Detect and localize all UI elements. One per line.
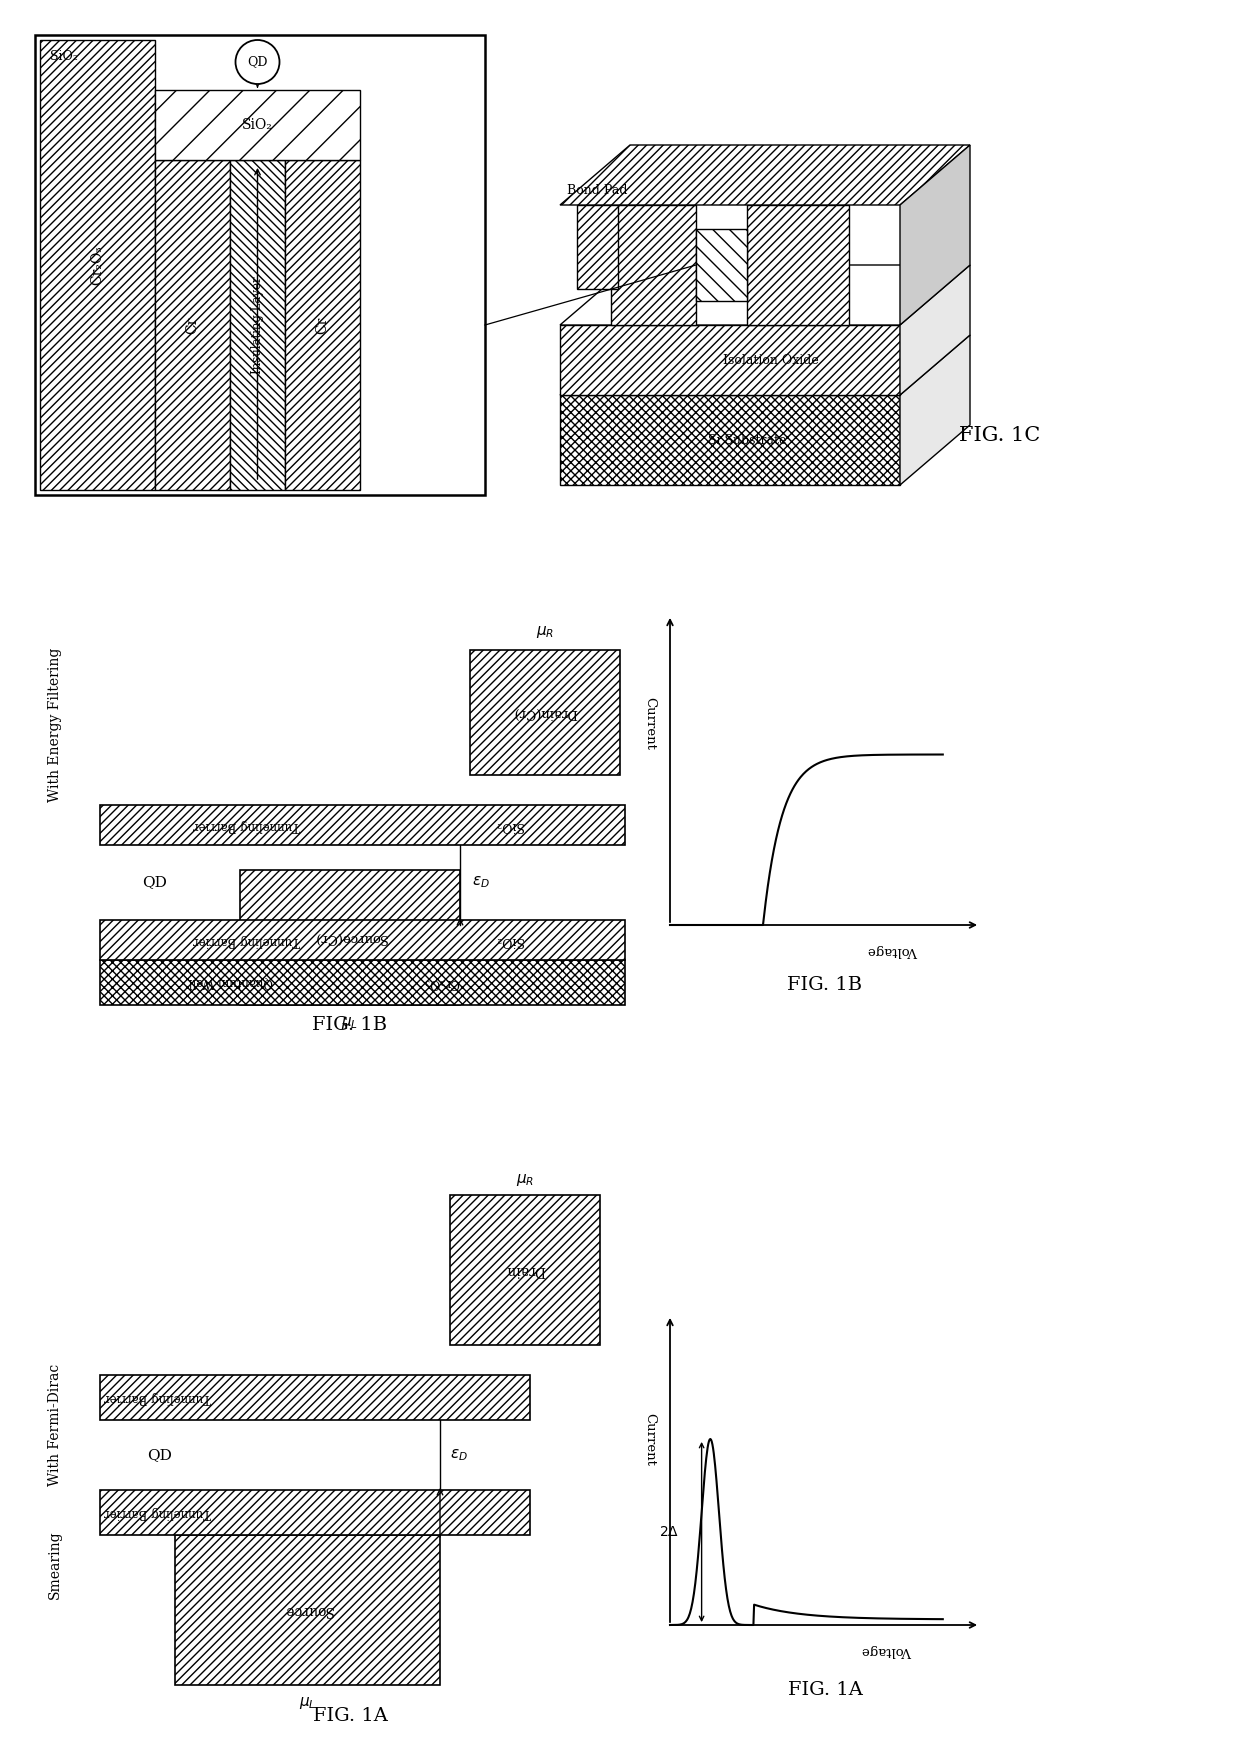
Text: SiO₂: SiO₂ — [496, 818, 523, 832]
Text: Bond Pad: Bond Pad — [567, 183, 627, 197]
Text: $\varepsilon_D$: $\varepsilon_D$ — [472, 874, 490, 890]
Text: With Energy Filtering: With Energy Filtering — [48, 647, 62, 803]
Bar — [175, 1536, 440, 1686]
Text: Tunneling Barrier: Tunneling Barrier — [193, 934, 300, 946]
Text: QD: QD — [143, 876, 167, 890]
Text: $\mu_R$: $\mu_R$ — [516, 1173, 534, 1188]
Text: $2\Delta$: $2\Delta$ — [660, 1525, 680, 1539]
Text: FIG. 1A: FIG. 1A — [787, 1680, 863, 1700]
Bar — [696, 229, 746, 300]
Text: Drain: Drain — [505, 1263, 544, 1277]
Text: Cr₂O₃: Cr₂O₃ — [91, 244, 104, 284]
Text: Drain(Cr): Drain(Cr) — [513, 707, 577, 719]
Text: FIG. 1A: FIG. 1A — [312, 1707, 387, 1726]
Bar — [285, 161, 360, 490]
Text: Cr: Cr — [315, 316, 330, 333]
Text: Current: Current — [644, 696, 656, 750]
Text: Insulating Layer: Insulating Layer — [250, 276, 264, 373]
Bar — [35, 35, 485, 496]
Polygon shape — [900, 265, 970, 394]
Bar — [155, 161, 229, 490]
Text: SiO₂: SiO₂ — [242, 119, 273, 133]
Bar — [229, 161, 285, 490]
Text: FIG. 1C: FIG. 1C — [960, 426, 1040, 445]
Text: Tunneling Barrier: Tunneling Barrier — [193, 818, 300, 832]
Text: SiO₂: SiO₂ — [496, 934, 523, 946]
Text: Cr: Cr — [186, 316, 200, 333]
Bar — [241, 871, 460, 1005]
Text: Isolation Oxide: Isolation Oxide — [723, 354, 818, 366]
Bar — [577, 204, 618, 290]
Text: $\mu_L$: $\mu_L$ — [299, 1694, 316, 1712]
Bar — [100, 804, 625, 845]
Text: Quantum Well: Quantum Well — [190, 975, 273, 989]
Text: QD: QD — [148, 1448, 172, 1462]
Bar — [450, 1195, 600, 1345]
Text: FIG. 1B: FIG. 1B — [787, 975, 863, 995]
Polygon shape — [900, 335, 970, 485]
Bar — [470, 649, 620, 775]
Bar — [100, 960, 625, 1005]
Polygon shape — [560, 335, 970, 394]
Text: Voltage: Voltage — [868, 944, 918, 956]
Text: Current: Current — [644, 1412, 656, 1466]
Bar — [155, 91, 360, 161]
Circle shape — [236, 40, 279, 84]
Text: Si Substrate: Si Substrate — [708, 433, 786, 447]
Text: Source(Cr): Source(Cr) — [314, 932, 387, 944]
Text: SiO₂: SiO₂ — [50, 51, 78, 63]
Text: Cr₂O₃: Cr₂O₃ — [423, 975, 459, 989]
Bar — [40, 40, 155, 490]
Polygon shape — [560, 265, 970, 325]
Text: With Fermi-Dirac: With Fermi-Dirac — [48, 1365, 62, 1487]
Bar — [560, 325, 900, 394]
Text: Source: Source — [283, 1604, 332, 1618]
Text: Tunneling Barrier: Tunneling Barrier — [104, 1391, 211, 1405]
Text: $\mu_R$: $\mu_R$ — [536, 625, 554, 640]
Text: $\varepsilon_D$: $\varepsilon_D$ — [450, 1447, 467, 1462]
Bar — [560, 394, 900, 485]
Text: Voltage: Voltage — [862, 1644, 911, 1656]
Text: FIG. 1B: FIG. 1B — [312, 1016, 388, 1035]
Bar — [611, 204, 696, 325]
Text: Tunneling Barrier: Tunneling Barrier — [104, 1506, 211, 1518]
Text: QD: QD — [247, 56, 268, 68]
Text: $\mu_L$: $\mu_L$ — [341, 1016, 358, 1031]
Polygon shape — [900, 145, 970, 325]
Bar — [746, 204, 849, 325]
Polygon shape — [560, 145, 970, 204]
Bar — [100, 1490, 529, 1536]
Bar — [100, 920, 625, 960]
Bar — [100, 1375, 529, 1420]
Text: Smearing: Smearing — [48, 1530, 62, 1600]
